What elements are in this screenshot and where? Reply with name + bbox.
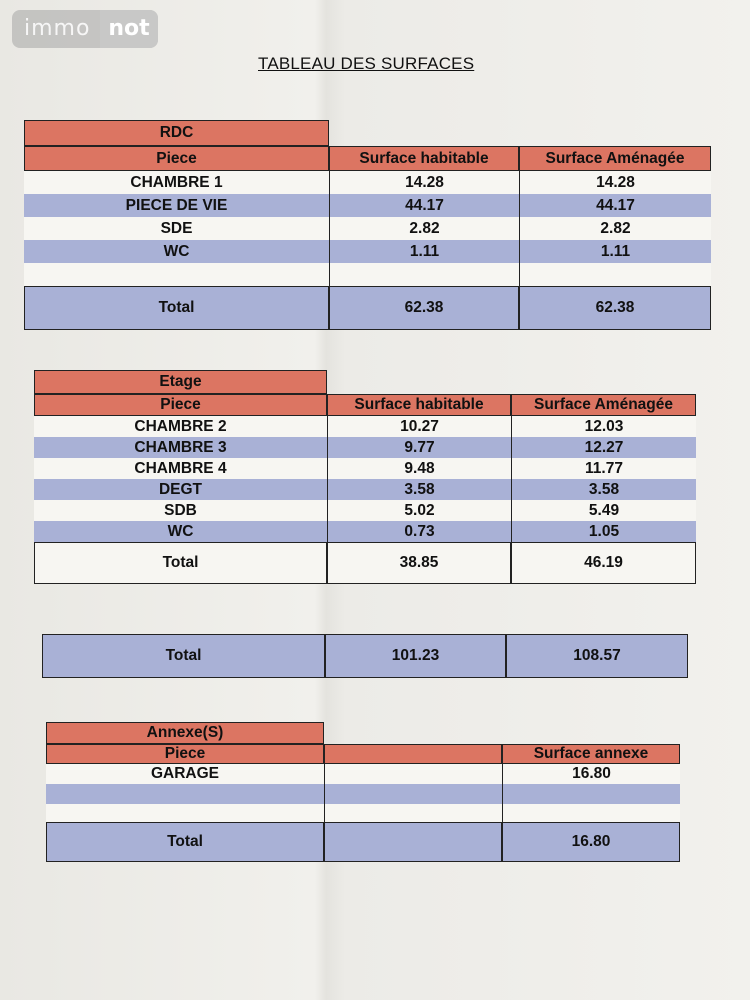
- table-etage: Etage Piece Surface habitable Surface Am…: [34, 370, 696, 586]
- rdc-section-row: RDC: [24, 120, 329, 146]
- cell-piece: CHAMBRE 2: [34, 416, 327, 437]
- cell-amenagee: 12.27: [511, 437, 696, 458]
- cell-habitable: [329, 263, 519, 286]
- cell-amenagee: 1.11: [519, 240, 711, 263]
- cell-annexe: [502, 804, 680, 822]
- grand-total-amenagee: 108.57: [506, 634, 688, 678]
- total-habitable: 38.85: [327, 542, 511, 584]
- cell-annexe: [502, 784, 680, 804]
- cell-amenagee: 44.17: [519, 194, 711, 217]
- total-annexe: 16.80: [502, 822, 680, 862]
- cell-amenagee: 12.03: [511, 416, 696, 437]
- grand-total-label: Total: [42, 634, 325, 678]
- table-row: [46, 784, 680, 804]
- table-row: [24, 263, 711, 286]
- cell-amenagee: 2.82: [519, 217, 711, 240]
- table-row: [46, 804, 680, 822]
- cell-piece: PIECE DE VIE: [24, 194, 329, 217]
- header-surface-annexe: Surface annexe: [502, 744, 680, 764]
- cell-habitable: 9.77: [327, 437, 511, 458]
- table-row: CHAMBRE 3 9.77 12.27: [34, 437, 696, 458]
- header-piece: Piece: [46, 744, 324, 764]
- logo-text-immo: immo: [24, 16, 91, 41]
- cell-piece: [24, 263, 329, 286]
- cell-habitable: 2.82: [329, 217, 519, 240]
- table-row: SDE 2.82 2.82: [24, 217, 711, 240]
- rdc-section-label: RDC: [24, 120, 329, 146]
- rdc-total-row: Total 62.38 62.38: [24, 286, 711, 330]
- cell-habitable: 1.11: [329, 240, 519, 263]
- cell-empty: [324, 764, 502, 784]
- header-piece: Piece: [34, 394, 327, 416]
- table-row: PIECE DE VIE 44.17 44.17: [24, 194, 711, 217]
- table-row: SDB 5.02 5.49: [34, 500, 696, 521]
- header-surface-habitable: Surface habitable: [327, 394, 511, 416]
- total-label: Total: [46, 822, 324, 862]
- table-rdc: RDC Piece Surface habitable Surface Amén…: [24, 120, 716, 332]
- table-row: GARAGE 16.80: [46, 764, 680, 784]
- cell-amenagee: 11.77: [511, 458, 696, 479]
- total-amenagee: 46.19: [511, 542, 696, 584]
- header-surface-habitable: Surface habitable: [329, 146, 519, 171]
- annexe-header-row: Piece Surface annexe: [46, 744, 680, 764]
- annexe-total-row: Total 16.80: [46, 822, 680, 862]
- table-row: DEGT 3.58 3.58: [34, 479, 696, 500]
- cell-piece: [46, 804, 324, 822]
- total-label: Total: [24, 286, 329, 330]
- cell-amenagee: 14.28: [519, 171, 711, 194]
- cell-amenagee: 1.05: [511, 521, 696, 542]
- grand-total-habitable: 101.23: [325, 634, 506, 678]
- cell-piece: SDE: [24, 217, 329, 240]
- table-row: WC 1.11 1.11: [24, 240, 711, 263]
- table-row: CHAMBRE 2 10.27 12.03: [34, 416, 696, 437]
- etage-section-row: Etage: [34, 370, 327, 394]
- cell-habitable: 14.28: [329, 171, 519, 194]
- cell-habitable: 3.58: [327, 479, 511, 500]
- table-row: CHAMBRE 1 14.28 14.28: [24, 171, 711, 194]
- cell-piece: DEGT: [34, 479, 327, 500]
- total-amenagee: 62.38: [519, 286, 711, 330]
- cell-piece: [46, 784, 324, 804]
- grand-total-row: Total 101.23 108.57: [42, 634, 688, 678]
- cell-piece: CHAMBRE 1: [24, 171, 329, 194]
- total-habitable: 62.38: [329, 286, 519, 330]
- cell-habitable: 9.48: [327, 458, 511, 479]
- etage-section-label: Etage: [34, 370, 327, 394]
- cell-habitable: 10.27: [327, 416, 511, 437]
- annexe-section-label: Annexe(S): [46, 722, 324, 744]
- table-row: CHAMBRE 4 9.48 11.77: [34, 458, 696, 479]
- page-title: TABLEAU DES SURFACES: [258, 54, 475, 73]
- cell-piece: SDB: [34, 500, 327, 521]
- cell-habitable: 44.17: [329, 194, 519, 217]
- total-empty: [324, 822, 502, 862]
- cell-amenagee: [519, 263, 711, 286]
- header-surface-amenagee: Surface Aménagée: [511, 394, 696, 416]
- annexe-section-row: Annexe(S): [46, 722, 324, 744]
- header-empty: [324, 744, 502, 764]
- cell-empty: [324, 784, 502, 804]
- logo-text-not: not: [100, 10, 158, 48]
- cell-piece: CHAMBRE 3: [34, 437, 327, 458]
- cell-piece: WC: [24, 240, 329, 263]
- table-row: WC 0.73 1.05: [34, 521, 696, 542]
- cell-piece: CHAMBRE 4: [34, 458, 327, 479]
- cell-annexe: 16.80: [502, 764, 680, 784]
- cell-empty: [324, 804, 502, 822]
- etage-header-row: Piece Surface habitable Surface Aménagée: [34, 394, 696, 416]
- immonot-logo: immo not: [12, 10, 158, 48]
- rdc-header-row: Piece Surface habitable Surface Aménagée: [24, 146, 711, 171]
- total-label: Total: [34, 542, 327, 584]
- cell-amenagee: 5.49: [511, 500, 696, 521]
- table-annexe: Annexe(S) Piece Surface annexe GARAGE 16…: [46, 722, 680, 864]
- cell-piece: WC: [34, 521, 327, 542]
- header-piece: Piece: [24, 146, 329, 171]
- cell-amenagee: 3.58: [511, 479, 696, 500]
- table-grand-total: Total 101.23 108.57: [42, 634, 688, 680]
- cell-piece: GARAGE: [46, 764, 324, 784]
- etage-total-row: Total 38.85 46.19: [34, 542, 696, 584]
- header-surface-amenagee: Surface Aménagée: [519, 146, 711, 171]
- cell-habitable: 0.73: [327, 521, 511, 542]
- cell-habitable: 5.02: [327, 500, 511, 521]
